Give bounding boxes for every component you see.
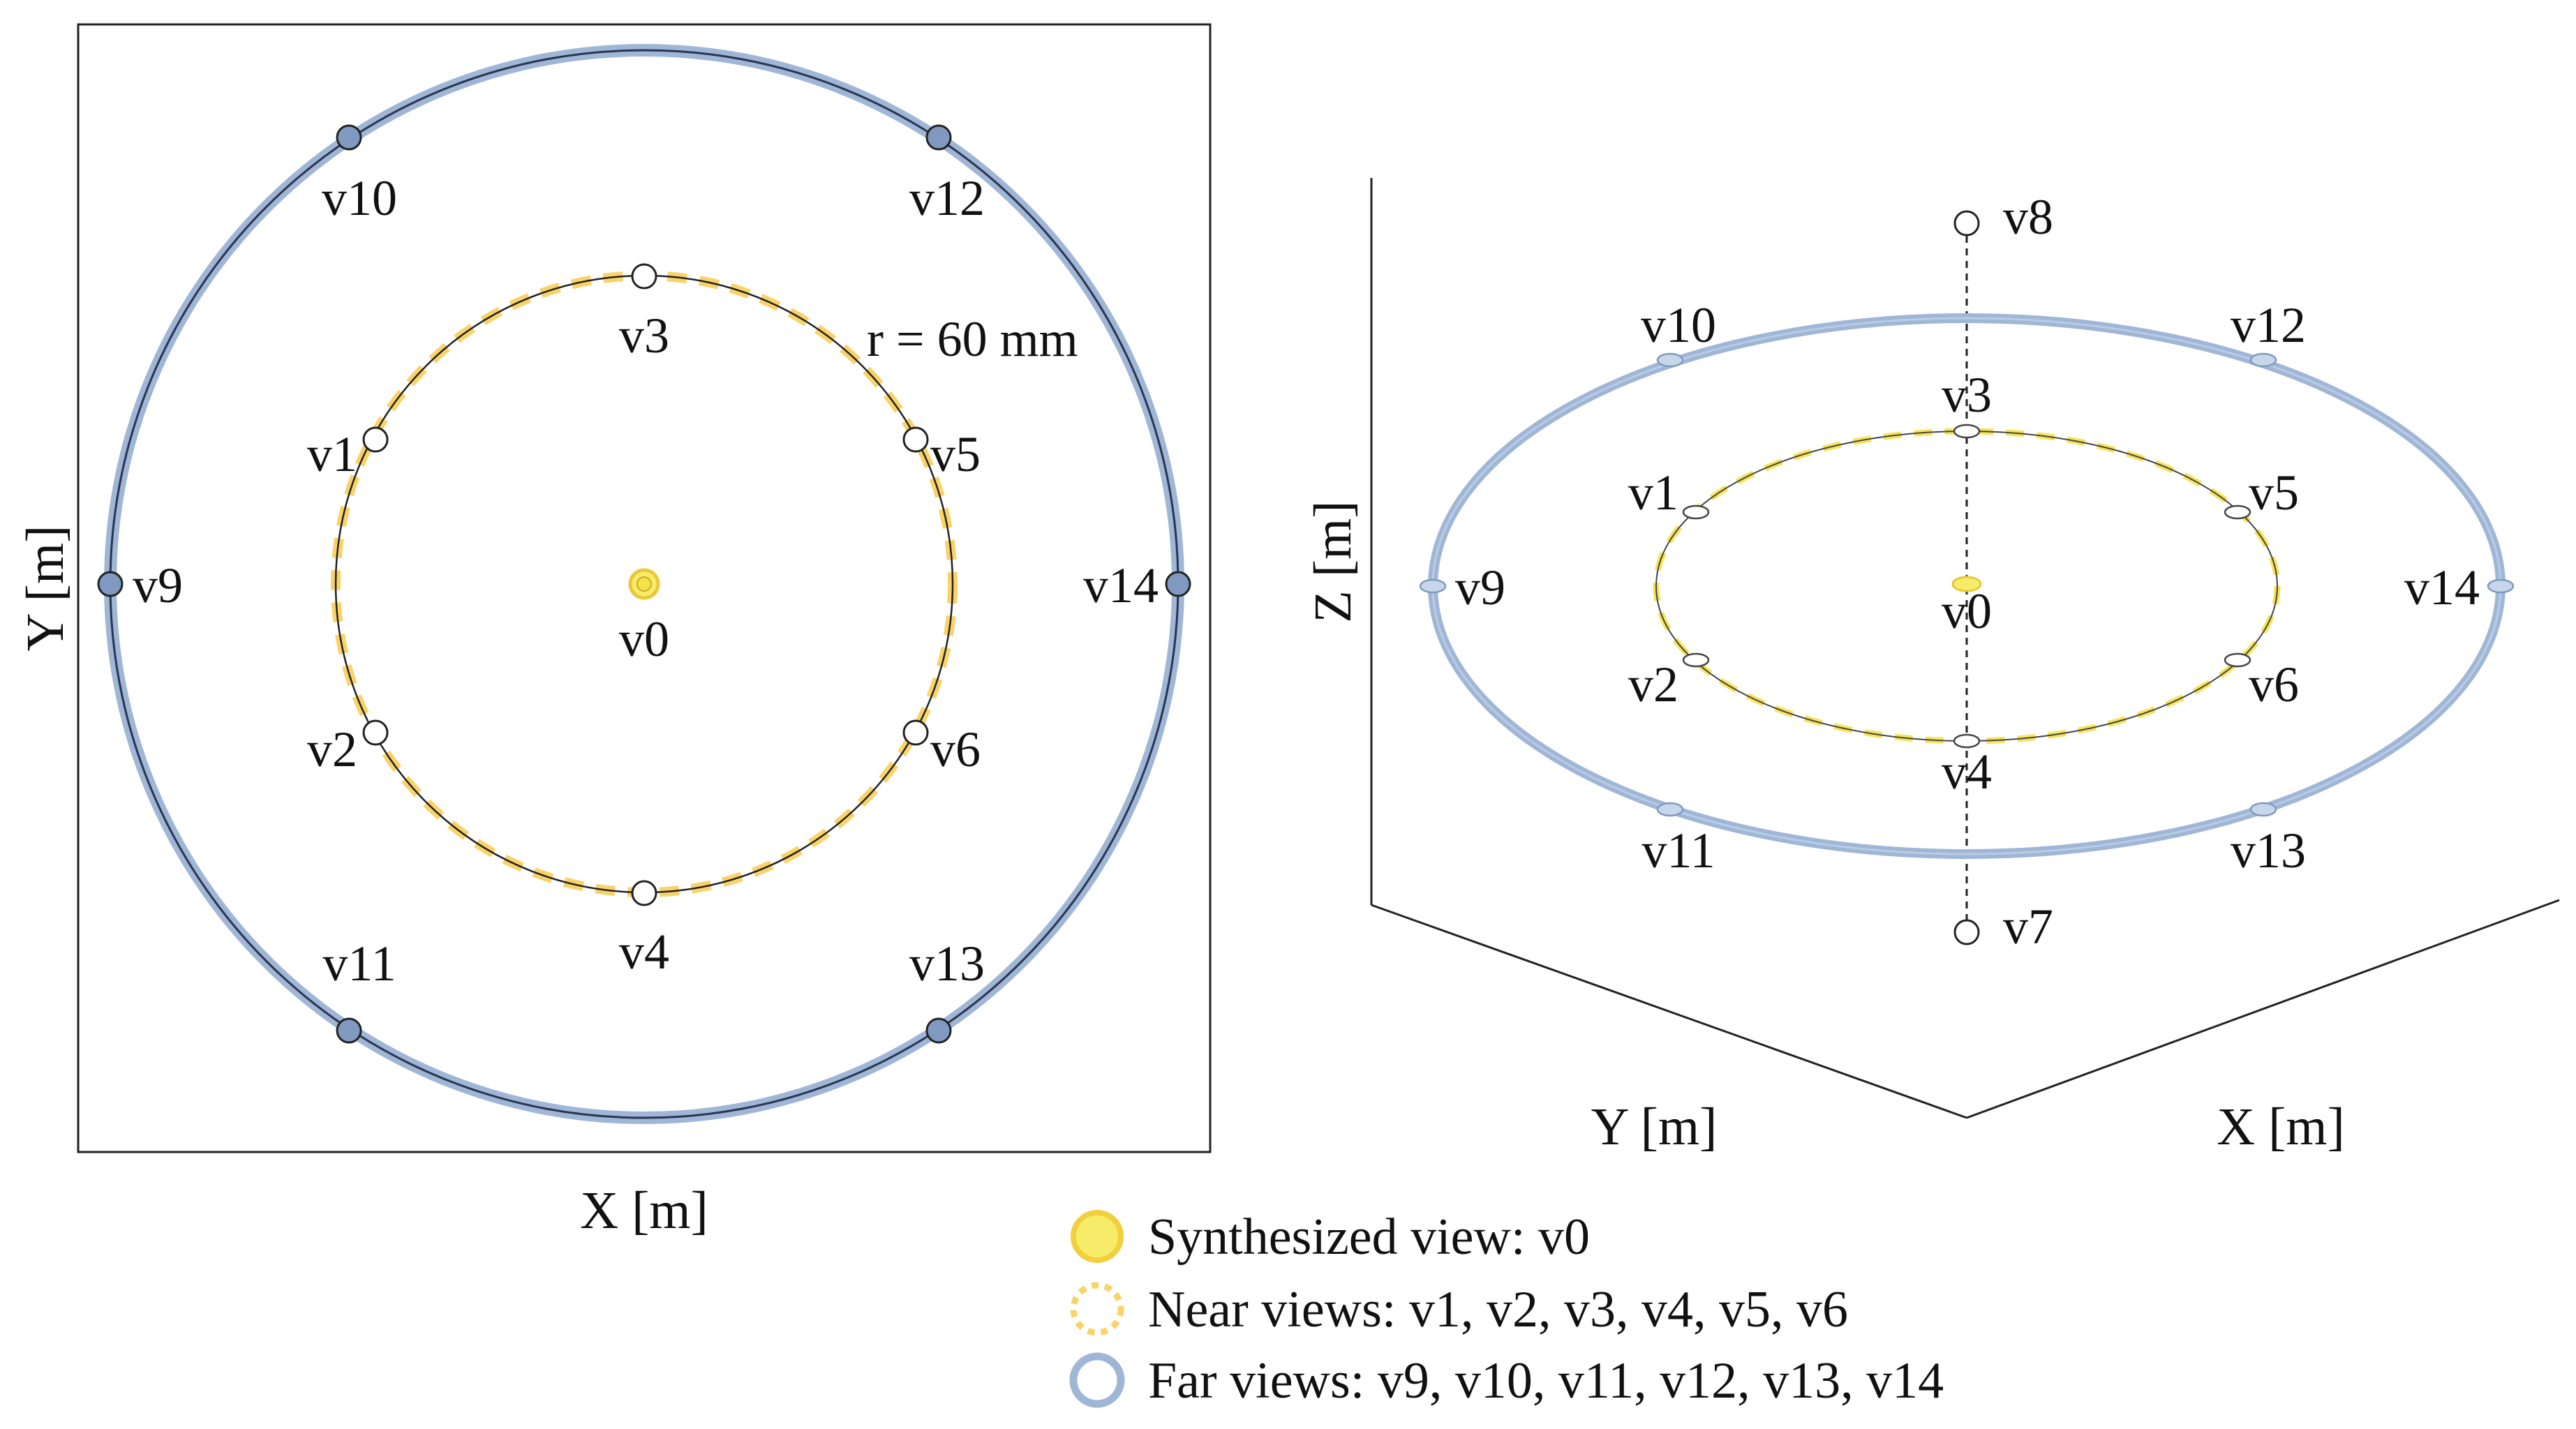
y-axis-line (1371, 904, 1967, 1119)
near-view-point-v6 (902, 719, 929, 746)
synthesized-view-point-core (636, 576, 652, 592)
far-view-point-v14 (1165, 571, 1191, 597)
top-label-v3: v3 (619, 308, 669, 364)
far-view-point-v9 (97, 571, 124, 597)
top-center-label: v0 (619, 611, 669, 667)
top-label-v12: v12 (909, 170, 985, 226)
p-label-v8: v8 (2003, 189, 2053, 245)
p-far-point-v12 (2249, 352, 2277, 368)
p-near-point-v3 (1953, 424, 1981, 439)
p-label-v10: v10 (1641, 297, 1716, 353)
p-z-axis-label: Z [m] (1304, 500, 1362, 622)
p-label-v0: v0 (1942, 583, 1992, 639)
top-y-axis-label: Y [m] (16, 525, 75, 652)
top-radius-label: r = 60 mm (867, 311, 1078, 367)
top-label-v5: v5 (930, 426, 981, 482)
p-label-v14: v14 (2404, 560, 2480, 615)
legend-synthesized-label: Synthesized view: v0 (1148, 1209, 1590, 1266)
p-far-point-v14 (2487, 578, 2515, 594)
legend-near-marker (1070, 1282, 1124, 1336)
top-label-v13: v13 (909, 936, 985, 992)
p-label-v9: v9 (1455, 560, 1505, 615)
legend-far-marker (1069, 1352, 1125, 1408)
p-label-v3: v3 (1942, 367, 1992, 423)
top-label-v1: v1 (307, 426, 357, 482)
top-label-v4: v4 (619, 924, 669, 980)
near-view-point-v4 (631, 880, 657, 906)
legend: Synthesized view: v0 Near views: v1, v2,… (1069, 1209, 1944, 1409)
p-label-v4: v4 (1942, 744, 1992, 800)
p-far-point-v10 (1656, 352, 1684, 368)
p-near-point-v6 (2224, 652, 2251, 668)
legend-synthesized-marker (1071, 1210, 1124, 1263)
near-view-point-v2 (362, 719, 389, 746)
near-view-point-v3 (631, 263, 657, 290)
far-view-point-v11 (336, 1017, 362, 1044)
p-label-v6: v6 (2249, 657, 2299, 712)
top-x-axis-label: X [m] (580, 1181, 708, 1240)
p-label-v7: v7 (2003, 899, 2053, 955)
top-label-v6: v6 (930, 721, 981, 777)
far-view-point-v13 (925, 1017, 952, 1044)
top-label-v2: v2 (307, 721, 357, 777)
top-view-frame (77, 23, 1212, 1153)
p-label-v2: v2 (1628, 657, 1678, 712)
p-near-point-v5 (2224, 504, 2251, 520)
p-far-point-v13 (2249, 802, 2277, 817)
vertical-view-point-v8 (1953, 210, 1980, 237)
top-label-v11: v11 (322, 936, 396, 992)
near-view-point-v5 (902, 426, 929, 453)
top-label-v9: v9 (133, 558, 183, 613)
p-label-v13: v13 (2231, 823, 2306, 878)
legend-near-label: Near views: v1, v2, v3, v4, v5, v6 (1148, 1281, 1848, 1338)
top-label-v10: v10 (322, 170, 397, 226)
far-view-point-v12 (925, 124, 952, 151)
perspective-synthesized-point (1951, 576, 1982, 592)
perspective-view-panel: v8 v7 v0 v3 v4 v1 v5 v2 v6 v10 v12 v9 v1… (1304, 178, 2560, 1156)
p-y-axis-label: Y [m] (1591, 1098, 1718, 1156)
near-view-point-v1 (362, 426, 389, 453)
x-axis-line (1966, 899, 2560, 1119)
p-label-v1: v1 (1628, 465, 1678, 521)
p-label-v5: v5 (2249, 465, 2299, 521)
p-near-point-v4 (1953, 733, 1981, 749)
p-x-axis-label: X [m] (2217, 1098, 2345, 1156)
top-view-panel: v0 v3 v4 v1 v5 v2 v6 r = 60 mm v10 v12 v… (16, 23, 1212, 1240)
p-near-point-v2 (1682, 652, 1710, 668)
vertical-view-point-v7 (1953, 919, 1980, 945)
top-label-v14: v14 (1083, 558, 1159, 613)
p-far-point-v11 (1656, 802, 1684, 817)
p-label-v11: v11 (1641, 823, 1715, 878)
legend-far-label: Far views: v9, v10, v11, v12, v13, v14 (1148, 1352, 1944, 1409)
p-label-v12: v12 (2231, 297, 2306, 353)
far-view-point-v10 (336, 124, 362, 151)
p-near-point-v1 (1682, 504, 1710, 520)
p-far-point-v9 (1419, 578, 1447, 594)
